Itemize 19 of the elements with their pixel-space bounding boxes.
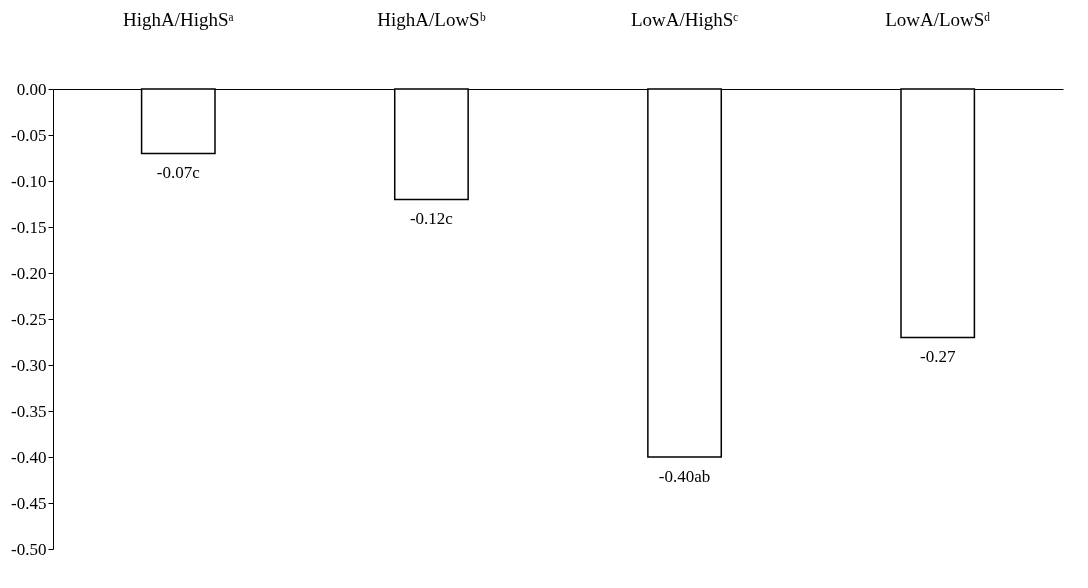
y-tick-label: -0.50 [11,539,47,559]
x-tick-label: HighA/HighSᵃ [122,8,234,30]
y-tick-label: -0.20 [11,263,47,283]
y-tick-label: -0.05 [11,125,47,145]
y-tick-label: -0.30 [11,355,47,375]
data-label: -0.40ab [658,467,711,486]
x-tick-label: LowA/LowSᵈ [885,8,991,30]
y-tick-label: -0.15 [11,217,47,237]
data-label: -0.27 [919,347,956,367]
x-tick-label: HighA/LowSᵇ [377,8,486,30]
data-label: -0.07c [156,163,201,183]
y-tick-label: -0.40 [11,447,47,467]
y-tick-label: 0.00 [16,79,47,99]
y-tick-label: -0.25 [11,309,47,329]
data-label: -0.12c [409,209,454,229]
y-tick-label: -0.35 [11,401,47,421]
y-tick-label: -0.45 [11,493,47,513]
x-tick-label: LowA/HighSᶜ [630,8,739,30]
y-tick-label: -0.10 [11,171,47,191]
